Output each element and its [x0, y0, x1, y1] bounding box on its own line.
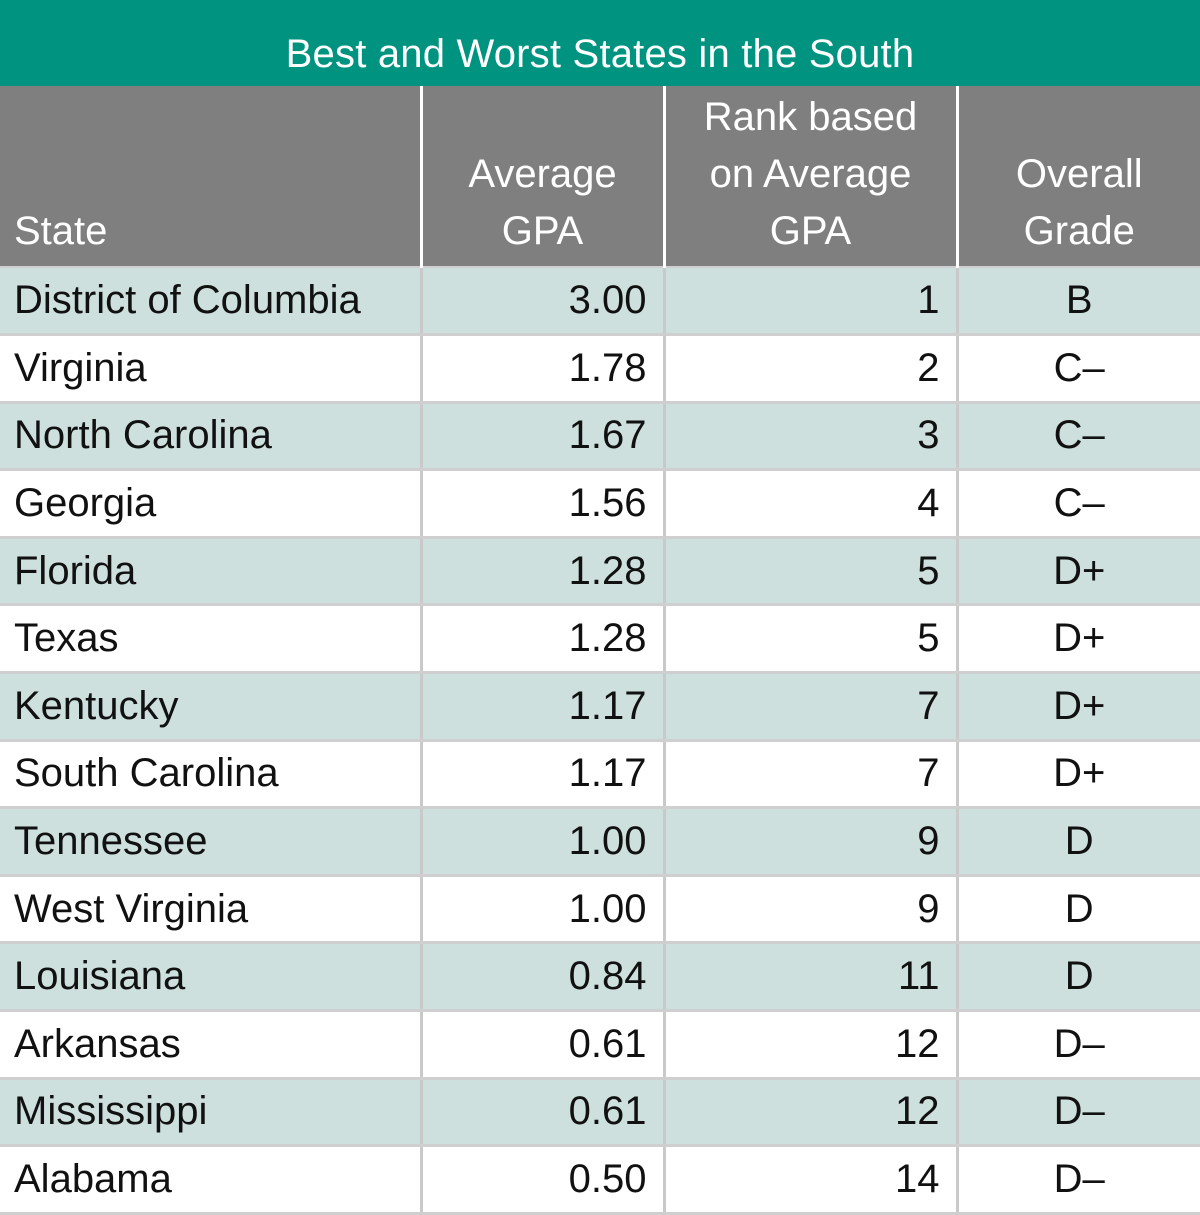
cell-rank: 4 [664, 470, 957, 538]
cell-state: Arkansas [0, 1011, 421, 1079]
cell-average-gpa: 0.61 [421, 1078, 664, 1146]
table-title: Best and Worst States in the South [0, 34, 1200, 74]
cell-average-gpa: 1.00 [421, 875, 664, 943]
header-line: on Average [666, 146, 956, 203]
cell-rank: 3 [664, 402, 957, 470]
cell-average-gpa: 1.00 [421, 808, 664, 876]
header-line: Grade [959, 203, 1200, 260]
cell-rank: 14 [664, 1146, 957, 1214]
header-line: GPA [666, 203, 956, 260]
cell-state: Alabama [0, 1146, 421, 1214]
column-header-average-gpa: Average GPA [421, 86, 664, 267]
cell-average-gpa: 1.56 [421, 470, 664, 538]
header-line: Overall [959, 146, 1200, 203]
cell-rank: 2 [664, 335, 957, 403]
header-line: Average [423, 146, 663, 203]
cell-average-gpa: 1.17 [421, 673, 664, 741]
cell-average-gpa: 1.28 [421, 537, 664, 605]
cell-rank: 12 [664, 1011, 957, 1079]
cell-average-gpa: 1.78 [421, 335, 664, 403]
cell-rank: 9 [664, 875, 957, 943]
cell-average-gpa: 1.28 [421, 605, 664, 673]
column-header-overall-grade: Overall Grade [957, 86, 1200, 267]
cell-overall-grade: D+ [957, 673, 1200, 741]
cell-average-gpa: 1.67 [421, 402, 664, 470]
cell-rank: 9 [664, 808, 957, 876]
cell-overall-grade: B [957, 267, 1200, 335]
cell-state: Texas [0, 605, 421, 673]
cell-average-gpa: 1.17 [421, 740, 664, 808]
cell-state: North Carolina [0, 402, 421, 470]
cell-average-gpa: 0.61 [421, 1011, 664, 1079]
cell-rank: 12 [664, 1078, 957, 1146]
column-header-state: State [0, 86, 421, 267]
header-line: GPA [423, 203, 663, 260]
cell-state: Virginia [0, 335, 421, 403]
cell-state: Georgia [0, 470, 421, 538]
cell-state: Tennessee [0, 808, 421, 876]
cell-state: West Virginia [0, 875, 421, 943]
header-line: Rank based [666, 89, 956, 146]
header-line: State [14, 203, 420, 260]
cell-state: District of Columbia [0, 267, 421, 335]
cell-overall-grade: D [957, 875, 1200, 943]
cell-overall-grade: D [957, 943, 1200, 1011]
cell-rank: 7 [664, 673, 957, 741]
cell-rank: 5 [664, 605, 957, 673]
cell-average-gpa: 0.84 [421, 943, 664, 1011]
cell-rank: 1 [664, 267, 957, 335]
column-header-rank: Rank based on Average GPA [664, 86, 957, 267]
cell-state: Florida [0, 537, 421, 605]
cell-state: South Carolina [0, 740, 421, 808]
cell-rank: 5 [664, 537, 957, 605]
cell-overall-grade: D– [957, 1146, 1200, 1214]
table-title-bar: Best and Worst States in the South [0, 0, 1200, 86]
states-gpa-table: State Average GPA Rank based on Average … [0, 86, 1200, 1215]
cell-state: Louisiana [0, 943, 421, 1011]
cell-overall-grade: C– [957, 470, 1200, 538]
cell-state: Kentucky [0, 673, 421, 741]
cell-overall-grade: D– [957, 1078, 1200, 1146]
cell-rank: 11 [664, 943, 957, 1011]
cell-overall-grade: D+ [957, 605, 1200, 673]
cell-overall-grade: D+ [957, 740, 1200, 808]
cell-overall-grade: D– [957, 1011, 1200, 1079]
cell-average-gpa: 0.50 [421, 1146, 664, 1214]
cell-overall-grade: D [957, 808, 1200, 876]
cell-rank: 7 [664, 740, 957, 808]
cell-overall-grade: C– [957, 335, 1200, 403]
header-row: State Average GPA Rank based on Average … [0, 86, 1200, 267]
cell-overall-grade: C– [957, 402, 1200, 470]
cell-average-gpa: 3.00 [421, 267, 664, 335]
cell-state: Mississippi [0, 1078, 421, 1146]
cell-overall-grade: D+ [957, 537, 1200, 605]
